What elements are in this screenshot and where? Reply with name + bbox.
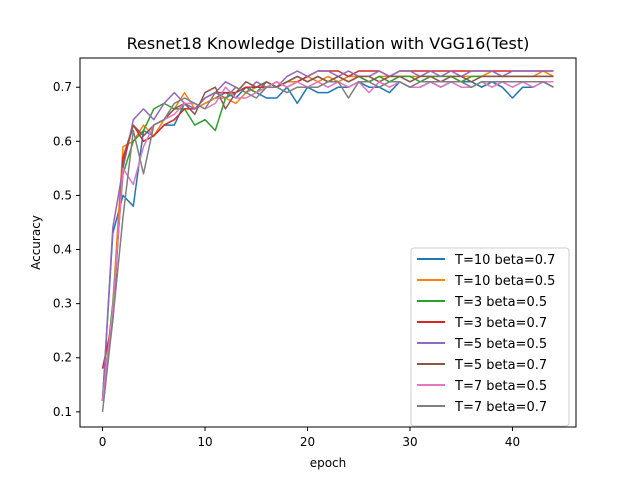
x-tick-label: 40 xyxy=(505,435,520,449)
x-tick-label: 0 xyxy=(99,435,107,449)
y-tick-label: 0.4 xyxy=(53,243,72,257)
series-line-5 xyxy=(101,70,554,402)
y-tick-label: 0.6 xyxy=(53,134,72,148)
legend-label: T=7 beta=0.7 xyxy=(454,400,547,415)
y-tick-label: 0.7 xyxy=(53,80,72,94)
legend-label: T=5 beta=0.5 xyxy=(454,337,547,352)
legend-label: T=5 beta=0.7 xyxy=(454,358,547,373)
legend-label: T=3 beta=0.5 xyxy=(454,295,547,310)
y-tick-label: 0.1 xyxy=(53,405,72,419)
chart-title: Resnet18 Knowledge Distillation with VGG… xyxy=(127,34,530,53)
y-tick-label: 0.2 xyxy=(53,351,72,365)
plot-area xyxy=(101,70,554,412)
x-axis: 0 10 20 30 40 xyxy=(99,427,520,449)
series-line-1 xyxy=(101,81,554,402)
y-tick-label: 0.3 xyxy=(53,297,72,311)
x-axis-label: epoch xyxy=(310,456,347,470)
legend: T=10 beta=0.7 T=10 beta=0.5 T=3 beta=0.5 T=… xyxy=(410,247,570,427)
y-axis-label: Accuracy xyxy=(29,215,43,270)
x-tick-label: 30 xyxy=(402,435,417,449)
axes-frame xyxy=(79,57,577,428)
x-tick-label: 10 xyxy=(197,435,212,449)
legend-label: T=10 beta=0.7 xyxy=(454,253,555,268)
legend-label: T=10 beta=0.5 xyxy=(454,274,555,289)
x-tick-label: 20 xyxy=(300,435,315,449)
legend-label: T=3 beta=0.7 xyxy=(454,316,547,331)
series-line-8 xyxy=(101,81,554,412)
y-tick-label: 0.5 xyxy=(53,188,72,202)
legend-label: T=7 beta=0.5 xyxy=(454,379,547,394)
y-axis: 0.1 0.2 0.3 0.4 0.5 0.6 0.7 xyxy=(53,80,80,419)
legend-box xyxy=(410,247,570,427)
